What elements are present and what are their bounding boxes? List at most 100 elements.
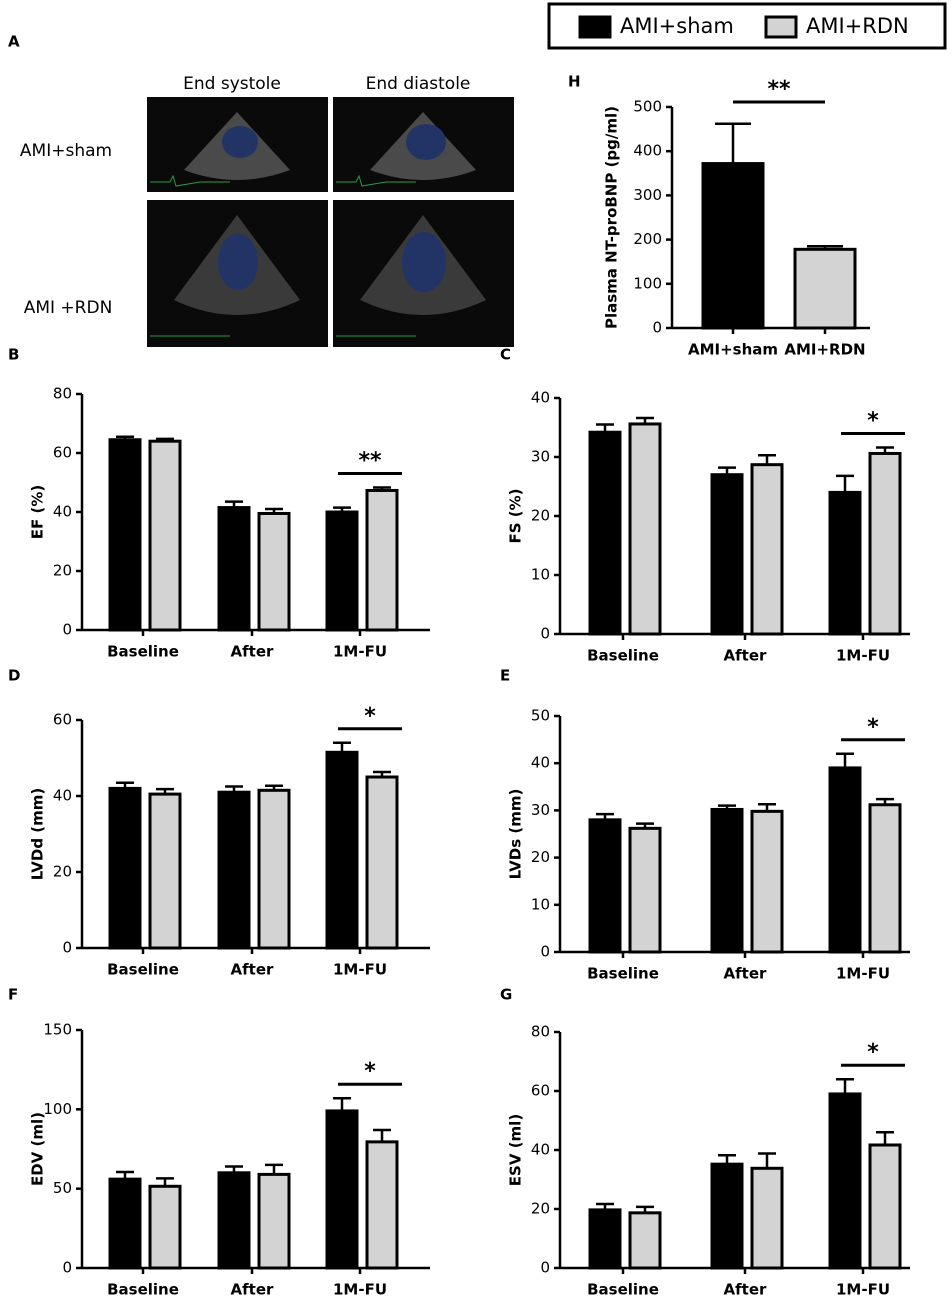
x-tick-label: After (231, 1281, 274, 1299)
y-tick-label: 200 (633, 230, 662, 248)
y-tick-label: 0 (540, 625, 550, 643)
bar (325, 1109, 359, 1270)
bar (710, 473, 744, 636)
bar (828, 490, 862, 636)
bar (828, 1092, 862, 1270)
y-tick-label: 60 (531, 1082, 550, 1100)
bar (365, 775, 399, 950)
bar (148, 439, 182, 632)
panel-label: A (8, 33, 20, 51)
significance-label: * (364, 704, 376, 729)
x-tick-label: After (231, 643, 274, 661)
x-tick-label: Baseline (107, 643, 179, 661)
y-axis-label: Plasma NT-proBNP (pg/ml) (603, 106, 621, 329)
y-tick-label: 50 (531, 707, 550, 725)
bar (701, 162, 765, 330)
bar (365, 488, 399, 632)
x-tick-label: After (724, 647, 767, 665)
significance-label: * (364, 1059, 376, 1084)
significance-label: * (867, 1040, 879, 1065)
bar (828, 766, 862, 954)
x-tick-label: 1M-FU (836, 1281, 890, 1299)
x-tick-label: 1M-FU (333, 961, 387, 979)
legend-label: AMI+RDN (806, 14, 909, 38)
bar (628, 422, 662, 636)
bar (217, 790, 251, 950)
panel-label: H (568, 73, 581, 91)
x-tick-label: Baseline (587, 965, 659, 983)
bar (257, 511, 291, 632)
x-tick-label: 1M-FU (836, 647, 890, 665)
bar (588, 1208, 622, 1270)
legend-swatch (764, 15, 798, 39)
y-tick-label: 0 (652, 319, 662, 337)
y-tick-label: 30 (531, 448, 550, 466)
bar (217, 1171, 251, 1270)
bar (750, 463, 784, 636)
y-tick-label: 20 (531, 1200, 550, 1218)
bar (710, 807, 744, 954)
column-label: End systole (183, 74, 281, 94)
x-tick-label: AMI+sham (688, 341, 778, 359)
x-tick-label: 1M-FU (836, 965, 890, 983)
panel-label: G (500, 986, 512, 1004)
y-tick-label: 40 (53, 787, 72, 805)
y-tick-label: 40 (531, 389, 550, 407)
bar (588, 430, 622, 636)
x-tick-label: Baseline (587, 647, 659, 665)
y-axis-label: ESV (ml) (507, 1114, 525, 1186)
column-label: End diastole (366, 74, 471, 94)
panel-label: F (8, 986, 18, 1004)
x-tick-label: Baseline (107, 1281, 179, 1299)
bar (868, 1143, 902, 1270)
legend-swatch (578, 15, 612, 39)
panel-a-images (147, 97, 514, 347)
y-tick-label: 50 (53, 1179, 72, 1197)
y-axis-label: EF (%) (29, 485, 47, 539)
legend-box (547, 2, 947, 50)
bar (257, 788, 291, 950)
bar (868, 451, 902, 636)
bar (108, 786, 142, 950)
bar (325, 750, 359, 950)
legend-label: AMI+sham (620, 14, 734, 38)
y-tick-label: 80 (531, 1023, 550, 1041)
bar (710, 1162, 744, 1270)
y-tick-label: 0 (62, 1259, 72, 1277)
y-axis-label: LVDd (mm) (29, 788, 47, 880)
y-tick-label: 60 (53, 711, 72, 729)
y-tick-label: 0 (540, 1259, 550, 1277)
y-tick-label: 150 (43, 1021, 72, 1039)
y-tick-label: 60 (53, 444, 72, 462)
bar (365, 1140, 399, 1270)
y-tick-label: 20 (531, 507, 550, 525)
y-tick-label: 10 (531, 566, 550, 584)
bar (108, 438, 142, 632)
bar (750, 809, 784, 954)
x-tick-label: AMI+RDN (784, 341, 865, 359)
x-tick-label: 1M-FU (333, 643, 387, 661)
y-tick-label: 500 (633, 98, 662, 116)
y-tick-label: 100 (633, 274, 662, 292)
row-label: AMI+sham (20, 141, 112, 161)
bar (257, 1172, 291, 1270)
x-tick-label: After (231, 961, 274, 979)
x-tick-label: Baseline (107, 961, 179, 979)
bar (148, 792, 182, 950)
y-tick-label: 20 (531, 848, 550, 866)
significance-label: ** (358, 449, 382, 474)
y-tick-label: 100 (43, 1100, 72, 1118)
bar (750, 1166, 784, 1270)
bar (217, 506, 251, 632)
bar (148, 1184, 182, 1270)
x-tick-label: Baseline (587, 1281, 659, 1299)
significance-label: * (867, 715, 879, 740)
panel-label: B (8, 346, 19, 364)
y-tick-label: 400 (633, 142, 662, 160)
bar (325, 510, 359, 632)
y-tick-label: 0 (62, 621, 72, 639)
y-tick-label: 20 (53, 562, 72, 580)
panel-label: D (8, 667, 20, 685)
bar (868, 803, 902, 954)
